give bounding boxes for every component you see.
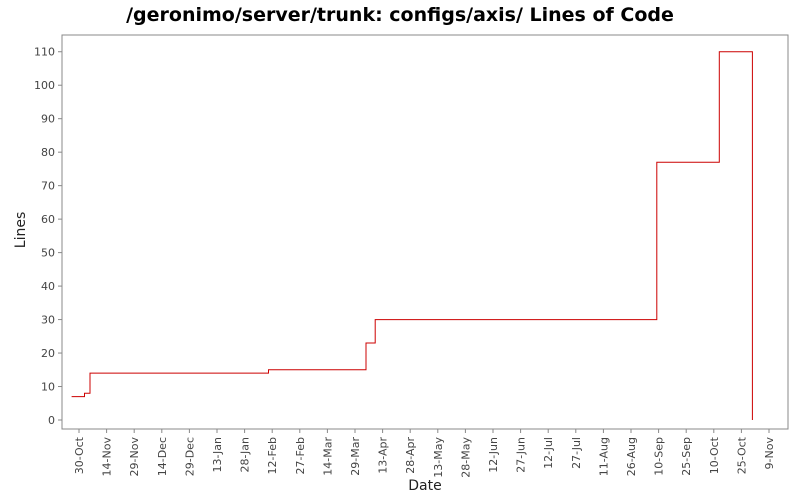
x-tick-label: 28-Jan — [239, 437, 252, 473]
x-tick-label: 13-Jan — [211, 437, 224, 473]
chart-title: /geronimo/server/trunk: configs/axis/ Li… — [126, 4, 674, 26]
series-line-lines — [71, 51, 753, 420]
x-axis-label: Date — [408, 478, 441, 494]
x-tick-label: 13-Apr — [377, 437, 390, 474]
x-tick-label: 12-Feb — [266, 437, 279, 474]
y-axis: 0 10 20 30 40 50 60 70 80 90 100 110 — [34, 46, 62, 427]
y-tick-label: 40 — [41, 280, 55, 293]
x-tick-label: 29-Mar — [349, 437, 362, 476]
x-tick-label: 28-Apr — [404, 437, 417, 474]
x-tick-label: 30-Oct — [73, 436, 86, 474]
y-tick-label: 80 — [41, 146, 55, 159]
x-tick-label: 29-Nov — [128, 437, 141, 477]
x-tick-label: 25-Sep — [680, 437, 693, 476]
y-tick-label: 30 — [41, 314, 55, 327]
y-tick-label: 50 — [41, 247, 55, 260]
x-tick-label: 12-Jul — [542, 437, 555, 469]
x-tick-label: 11-Aug — [597, 437, 610, 476]
x-tick-label: 27-Feb — [294, 437, 307, 474]
x-tick-label: 14-Nov — [101, 437, 114, 477]
x-tick-label: 29-Dec — [183, 437, 196, 476]
y-tick-label: 100 — [34, 79, 55, 92]
y-tick-label: 90 — [41, 113, 55, 126]
x-tick-label: 25-Oct — [735, 436, 748, 474]
x-tick-label: 28-May — [459, 437, 472, 478]
y-tick-label: 60 — [41, 213, 55, 226]
y-tick-label: 70 — [41, 180, 55, 193]
y-tick-label: 10 — [41, 381, 55, 394]
x-tick-label: 9-Nov — [763, 437, 776, 470]
plot-area — [61, 34, 789, 430]
x-tick-label: 14-Dec — [156, 437, 169, 476]
x-tick-label: 13-May — [432, 437, 445, 478]
y-axis-label: Lines — [13, 212, 29, 248]
x-tick-label: 14-Mar — [321, 437, 334, 476]
y-tick-label: 110 — [34, 46, 55, 59]
x-tick-label: 12-Jun — [487, 437, 500, 473]
x-tick-label: 27-Jul — [570, 437, 583, 469]
x-axis: 30-Oct 14-Nov 29-Nov 14-Dec 29-Dec 13-Jan 28-J… — [73, 429, 776, 478]
x-tick-label: 27-Jun — [515, 437, 528, 473]
x-tick-label: 10-Sep — [653, 437, 666, 476]
x-tick-label: 10-Oct — [708, 436, 721, 474]
y-tick-label: 0 — [48, 414, 55, 427]
y-tick-label: 20 — [41, 347, 55, 360]
x-tick-label: 26-Aug — [625, 437, 638, 476]
